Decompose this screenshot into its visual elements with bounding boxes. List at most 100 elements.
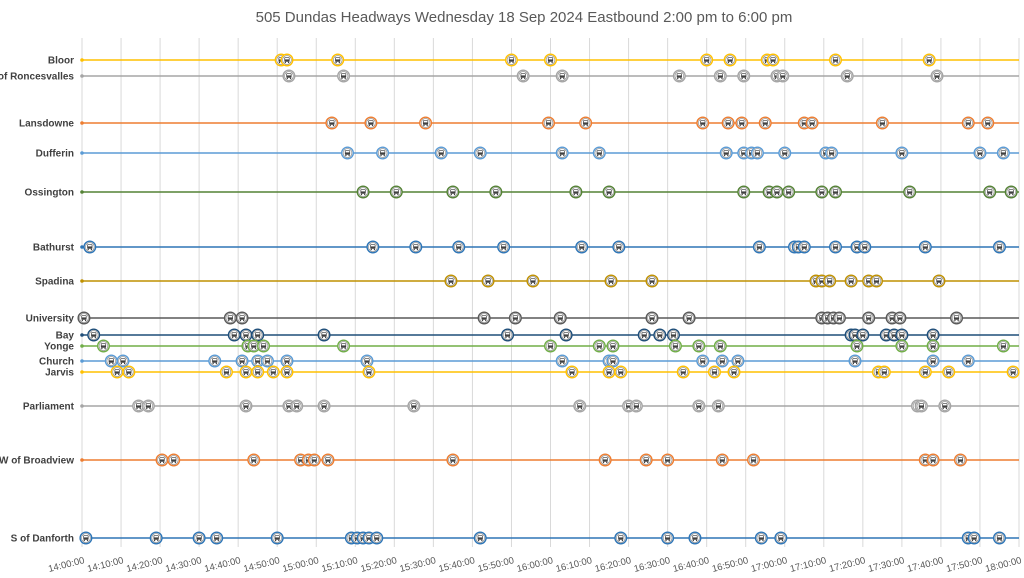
series-origin-dot xyxy=(80,245,84,249)
bus-marker xyxy=(727,365,741,379)
bus-marker xyxy=(688,531,702,545)
bus-marker xyxy=(389,185,403,199)
bus-marker xyxy=(317,399,331,413)
bus-marker xyxy=(270,531,284,545)
bus-marker xyxy=(639,453,653,467)
bus-marker xyxy=(604,274,618,288)
bus-marker xyxy=(926,453,940,467)
bus-marker xyxy=(815,185,829,199)
bus-marker xyxy=(555,146,569,160)
bus-marker xyxy=(961,116,975,130)
bus-marker xyxy=(992,531,1006,545)
bus-marker xyxy=(950,311,964,325)
bus-marker xyxy=(661,531,675,545)
bus-marker xyxy=(996,146,1010,160)
bus-marker xyxy=(87,328,101,342)
bus-marker xyxy=(858,240,872,254)
bus-marker xyxy=(110,365,124,379)
bus-marker xyxy=(79,531,93,545)
bus-marker xyxy=(239,328,253,342)
x-tick-label: 15:20:00 xyxy=(360,555,399,575)
bus-marker xyxy=(721,116,735,130)
bus-marker xyxy=(497,240,511,254)
bus-marker xyxy=(141,399,155,413)
series-origin-dot xyxy=(80,404,84,408)
bus-marker xyxy=(696,116,710,130)
bus-marker xyxy=(770,185,784,199)
bus-marker xyxy=(766,53,780,67)
bus-marker xyxy=(942,365,956,379)
bus-marker xyxy=(893,311,907,325)
series-row: Bloor xyxy=(48,53,1019,67)
bus-marker xyxy=(926,354,940,368)
series-origin-dot xyxy=(80,279,84,283)
series-row: Bathurst xyxy=(33,240,1019,254)
series-row: Church xyxy=(39,354,1019,368)
stop-rows: Bloor E of Roncesvalles Lansdowne Dufferin O… xyxy=(0,53,1020,545)
bus-marker xyxy=(337,69,351,83)
bus-marker xyxy=(614,531,628,545)
bus-marker xyxy=(797,240,811,254)
bus-marker xyxy=(918,365,932,379)
bus-marker xyxy=(672,69,686,83)
bus-marker xyxy=(598,453,612,467)
stop-label: E of Roncesvalles xyxy=(0,72,74,83)
series-row: S of Danforth xyxy=(11,531,1019,545)
bus-marker xyxy=(606,354,620,368)
x-tick-label: 15:00:00 xyxy=(281,555,320,575)
x-tick-label: 16:20:00 xyxy=(594,555,633,575)
bus-marker xyxy=(805,116,819,130)
bus-marker xyxy=(504,53,518,67)
bus-marker xyxy=(235,311,249,325)
bus-marker xyxy=(251,328,265,342)
stop-label: Jarvis xyxy=(45,368,74,379)
bus-marker xyxy=(317,328,331,342)
bus-marker xyxy=(653,328,667,342)
x-tick-label: 17:20:00 xyxy=(828,555,867,575)
x-tick-label: 14:00:00 xyxy=(47,555,86,575)
stop-label: Church xyxy=(39,357,74,368)
bus-marker xyxy=(96,339,110,353)
bus-marker xyxy=(489,185,503,199)
bus-marker xyxy=(434,146,448,160)
bus-marker xyxy=(840,69,854,83)
bus-marker xyxy=(575,240,589,254)
series-origin-dot xyxy=(80,58,84,62)
bus-marker xyxy=(77,311,91,325)
bus-marker xyxy=(508,311,522,325)
bus-marker xyxy=(223,311,237,325)
stop-label: Bloor xyxy=(48,56,74,67)
bus-marker xyxy=(715,453,729,467)
bus-marker xyxy=(723,53,737,67)
bus-marker xyxy=(914,399,928,413)
bus-marker xyxy=(832,311,846,325)
stop-label: Dufferin xyxy=(36,149,74,160)
x-tick-label: 15:30:00 xyxy=(399,555,438,575)
x-tick-label: 14:40:00 xyxy=(203,555,242,575)
bus-marker xyxy=(337,339,351,353)
bus-marker xyxy=(555,354,569,368)
bus-marker xyxy=(932,274,946,288)
bus-marker xyxy=(829,240,843,254)
bus-marker xyxy=(737,185,751,199)
x-tick-label: 17:30:00 xyxy=(867,555,906,575)
x-tick-label: 15:50:00 xyxy=(477,555,516,575)
bus-marker xyxy=(569,185,583,199)
bus-marker xyxy=(895,339,909,353)
bus-marker xyxy=(981,116,995,130)
x-tick-label: 14:50:00 xyxy=(242,555,281,575)
bus-marker xyxy=(848,354,862,368)
bus-marker xyxy=(782,185,796,199)
bus-marker xyxy=(961,354,975,368)
bus-marker xyxy=(696,354,710,368)
bus-marker xyxy=(778,146,792,160)
bus-marker xyxy=(938,399,952,413)
bus-marker xyxy=(844,274,858,288)
bus-marker xyxy=(700,53,714,67)
bus-marker xyxy=(606,339,620,353)
bus-marker xyxy=(592,339,606,353)
stop-label: Lansdowne xyxy=(19,119,74,130)
x-tick-label: 16:00:00 xyxy=(516,555,555,575)
stop-label: Ossington xyxy=(25,188,74,199)
